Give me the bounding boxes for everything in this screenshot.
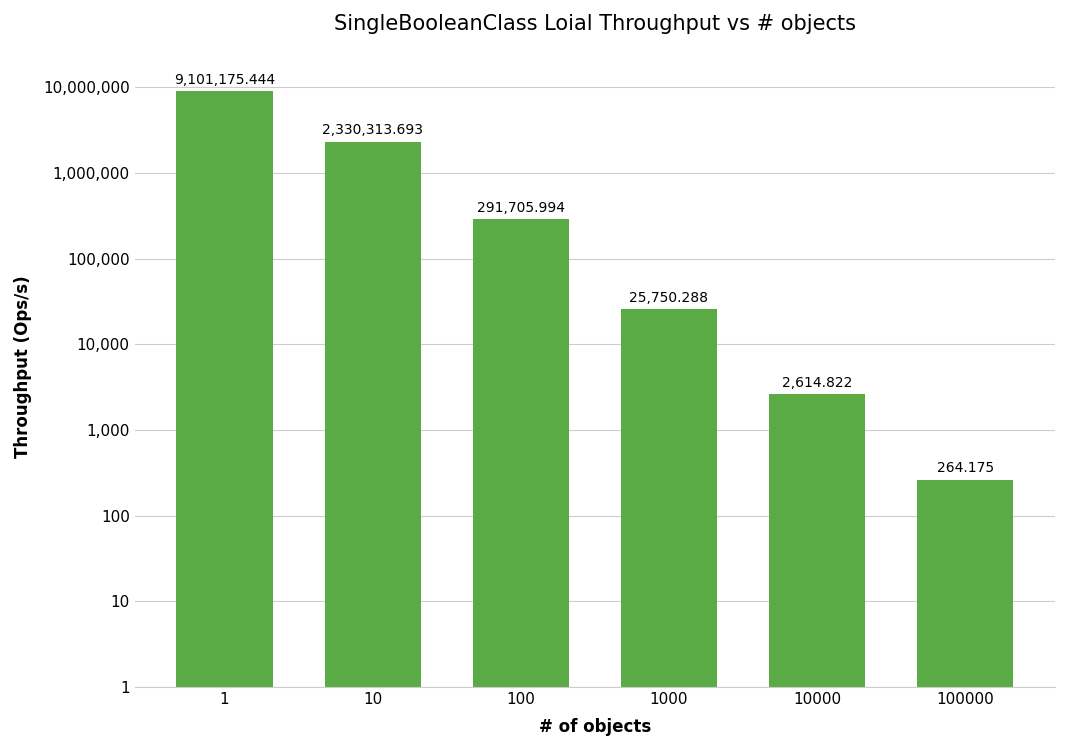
Text: 9,101,175.444: 9,101,175.444	[174, 73, 275, 87]
Bar	[325, 142, 421, 687]
Bar	[769, 394, 865, 687]
Bar	[472, 219, 569, 687]
Bar	[917, 480, 1013, 687]
Text: 2,330,313.693: 2,330,313.693	[322, 124, 423, 137]
Text: 2,614.822: 2,614.822	[781, 376, 852, 390]
Text: 25,750.288: 25,750.288	[630, 291, 709, 305]
Title: SingleBooleanClass Loial Throughput vs # objects: SingleBooleanClass Loial Throughput vs #…	[334, 14, 856, 34]
Text: 291,705.994: 291,705.994	[477, 201, 564, 214]
Y-axis label: Throughput (Ops/s): Throughput (Ops/s)	[14, 275, 32, 458]
X-axis label: # of objects: # of objects	[539, 718, 651, 736]
Bar	[621, 309, 717, 687]
Text: 264.175: 264.175	[936, 461, 994, 476]
Bar	[176, 91, 273, 687]
